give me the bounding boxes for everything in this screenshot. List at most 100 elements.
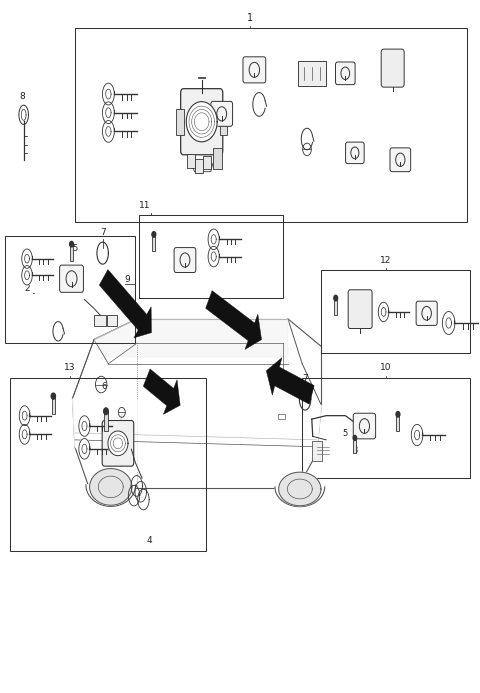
Bar bbox=[322, 270, 470, 353]
Bar bbox=[70, 244, 73, 261]
Polygon shape bbox=[22, 265, 32, 285]
Bar bbox=[220, 109, 227, 135]
Polygon shape bbox=[106, 108, 111, 118]
FancyBboxPatch shape bbox=[211, 101, 233, 126]
Polygon shape bbox=[266, 358, 314, 404]
FancyBboxPatch shape bbox=[390, 148, 411, 172]
FancyBboxPatch shape bbox=[353, 413, 376, 439]
Polygon shape bbox=[102, 83, 114, 105]
FancyBboxPatch shape bbox=[243, 57, 266, 83]
Bar bbox=[302, 378, 470, 478]
Circle shape bbox=[396, 412, 400, 417]
Polygon shape bbox=[443, 311, 455, 335]
Polygon shape bbox=[19, 405, 30, 426]
FancyBboxPatch shape bbox=[180, 89, 223, 155]
Bar bbox=[204, 155, 211, 169]
Bar bbox=[140, 215, 283, 298]
Polygon shape bbox=[82, 421, 87, 430]
Polygon shape bbox=[446, 318, 452, 328]
Text: 5: 5 bbox=[72, 244, 77, 253]
Polygon shape bbox=[415, 430, 420, 440]
Text: 10: 10 bbox=[380, 363, 392, 372]
Text: 12: 12 bbox=[380, 256, 392, 265]
Polygon shape bbox=[108, 431, 128, 456]
Polygon shape bbox=[90, 468, 132, 505]
Polygon shape bbox=[19, 424, 30, 444]
Bar bbox=[187, 155, 194, 168]
Polygon shape bbox=[186, 102, 217, 142]
Text: 8: 8 bbox=[19, 92, 25, 101]
FancyBboxPatch shape bbox=[348, 290, 372, 328]
Polygon shape bbox=[205, 290, 262, 349]
FancyBboxPatch shape bbox=[416, 301, 437, 326]
Polygon shape bbox=[275, 487, 324, 507]
Text: 6: 6 bbox=[101, 383, 106, 392]
Bar bbox=[334, 298, 337, 315]
Polygon shape bbox=[24, 254, 29, 263]
Bar bbox=[278, 414, 286, 419]
Text: 3: 3 bbox=[352, 446, 358, 455]
Polygon shape bbox=[208, 246, 219, 267]
FancyBboxPatch shape bbox=[174, 247, 196, 272]
Polygon shape bbox=[106, 127, 111, 137]
Text: 9: 9 bbox=[125, 275, 131, 284]
Text: 1: 1 bbox=[247, 13, 252, 23]
Text: 13: 13 bbox=[64, 363, 76, 372]
Polygon shape bbox=[143, 369, 180, 414]
FancyBboxPatch shape bbox=[346, 142, 364, 164]
Text: 7: 7 bbox=[302, 374, 308, 383]
FancyBboxPatch shape bbox=[60, 265, 84, 292]
Bar bbox=[213, 148, 222, 169]
Polygon shape bbox=[79, 416, 90, 437]
Circle shape bbox=[353, 435, 357, 441]
Bar bbox=[312, 441, 323, 461]
Circle shape bbox=[104, 408, 108, 414]
Circle shape bbox=[334, 295, 337, 301]
Polygon shape bbox=[19, 105, 28, 125]
Polygon shape bbox=[279, 472, 321, 506]
FancyBboxPatch shape bbox=[381, 49, 404, 87]
Polygon shape bbox=[99, 270, 152, 338]
Circle shape bbox=[152, 231, 156, 237]
Polygon shape bbox=[94, 319, 288, 357]
Circle shape bbox=[70, 241, 73, 247]
Bar bbox=[94, 315, 106, 326]
Polygon shape bbox=[211, 235, 216, 244]
FancyBboxPatch shape bbox=[102, 421, 134, 466]
FancyBboxPatch shape bbox=[336, 62, 355, 85]
Text: 7: 7 bbox=[100, 228, 106, 237]
Polygon shape bbox=[22, 411, 27, 420]
Polygon shape bbox=[208, 229, 219, 249]
Bar bbox=[104, 411, 108, 431]
Bar bbox=[195, 159, 203, 173]
Polygon shape bbox=[211, 252, 216, 261]
Text: 2: 2 bbox=[24, 284, 30, 293]
Polygon shape bbox=[102, 121, 114, 142]
FancyBboxPatch shape bbox=[298, 61, 326, 86]
Text: 5: 5 bbox=[343, 430, 348, 439]
Polygon shape bbox=[378, 302, 389, 322]
Polygon shape bbox=[24, 271, 29, 279]
Polygon shape bbox=[102, 102, 114, 123]
Bar bbox=[107, 315, 118, 326]
Polygon shape bbox=[82, 444, 87, 453]
Polygon shape bbox=[22, 249, 32, 268]
Circle shape bbox=[51, 393, 56, 399]
Polygon shape bbox=[106, 89, 111, 99]
Bar bbox=[152, 234, 156, 251]
Bar bbox=[5, 236, 135, 343]
Bar bbox=[52, 396, 55, 414]
Text: 4: 4 bbox=[146, 536, 152, 545]
Polygon shape bbox=[86, 485, 136, 507]
Bar bbox=[396, 414, 399, 431]
Polygon shape bbox=[79, 439, 90, 459]
Bar bbox=[353, 438, 356, 453]
Bar bbox=[176, 109, 183, 135]
Polygon shape bbox=[381, 308, 386, 316]
Bar bbox=[10, 378, 206, 550]
Polygon shape bbox=[22, 430, 27, 439]
Polygon shape bbox=[72, 398, 322, 475]
Text: 11: 11 bbox=[139, 200, 150, 209]
Polygon shape bbox=[411, 424, 423, 446]
Polygon shape bbox=[21, 109, 26, 121]
